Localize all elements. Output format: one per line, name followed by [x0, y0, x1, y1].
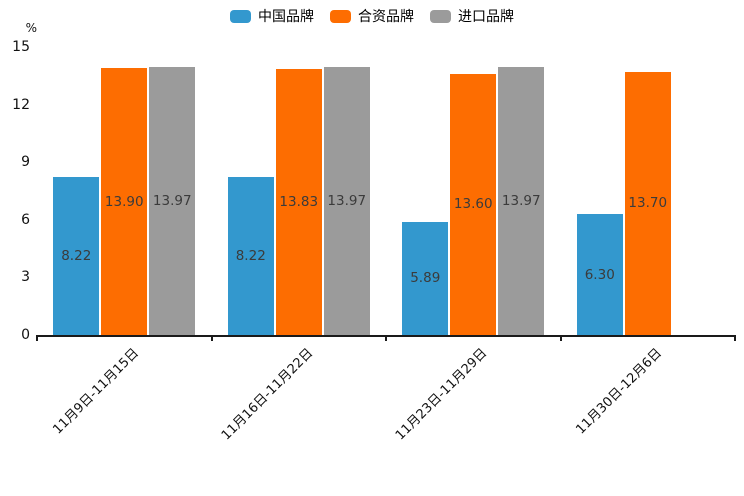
y-tick-label: 6 — [21, 211, 30, 228]
legend-swatch-icon — [230, 9, 251, 23]
x-tick-mark — [36, 335, 38, 341]
bar-value-label: 13.97 — [327, 192, 367, 209]
legend-item: 进口品牌 — [430, 6, 514, 26]
bar-value-label: 5.89 — [410, 270, 441, 287]
legend-item: 中国品牌 — [230, 6, 314, 26]
y-tick-label: 3 — [21, 269, 30, 286]
bar-value-label: 13.70 — [628, 195, 668, 212]
bar — [624, 71, 671, 335]
x-tick-mark — [559, 335, 562, 341]
chart-legend: 中国品牌 合资品牌 进口品牌 — [0, 6, 744, 26]
x-tick-mark — [385, 335, 387, 341]
legend-label: 合资品牌 — [358, 9, 414, 25]
bar — [498, 66, 545, 335]
y-tick-label: 0 — [21, 327, 30, 343]
bar-value-label: 13.90 — [104, 193, 144, 210]
y-tick-label: 12 — [12, 96, 30, 113]
bar — [323, 66, 370, 335]
bar — [149, 66, 196, 335]
bar-value-label: 13.83 — [279, 194, 319, 211]
y-axis-unit-label: % — [25, 21, 37, 35]
bar — [576, 214, 623, 335]
bar-value-label: 13.97 — [152, 192, 192, 209]
legend-label: 进口品牌 — [458, 9, 514, 25]
x-tick-label: 11月9日-11月15日 — [50, 345, 142, 438]
legend-item: 合资品牌 — [330, 6, 414, 26]
bar — [402, 221, 449, 335]
legend-label: 中国品牌 — [258, 9, 314, 25]
x-tick-label: 11月30日-12月6日 — [573, 345, 666, 438]
bar-value-label: 8.22 — [235, 248, 266, 265]
bar — [101, 68, 148, 335]
bar-value-label: 8.22 — [61, 248, 92, 265]
y-tick-label: 9 — [21, 154, 30, 171]
x-tick-mark — [734, 335, 736, 341]
legend-swatch-icon — [330, 9, 351, 23]
legend-swatch-icon — [430, 9, 451, 23]
bar-value-label: 13.60 — [453, 196, 493, 213]
bar-value-label: 13.97 — [501, 192, 541, 209]
y-tick-label: 15 — [12, 39, 30, 55]
bar — [275, 69, 322, 335]
bar — [53, 177, 100, 335]
x-tick-label: 11月16日-11月22日 — [218, 345, 317, 444]
bar-value-label: 6.30 — [584, 266, 615, 283]
bar — [450, 73, 497, 335]
x-tick-label: 11月23日-11月29日 — [393, 345, 491, 444]
bar — [227, 177, 274, 335]
x-tick-mark — [210, 335, 213, 341]
